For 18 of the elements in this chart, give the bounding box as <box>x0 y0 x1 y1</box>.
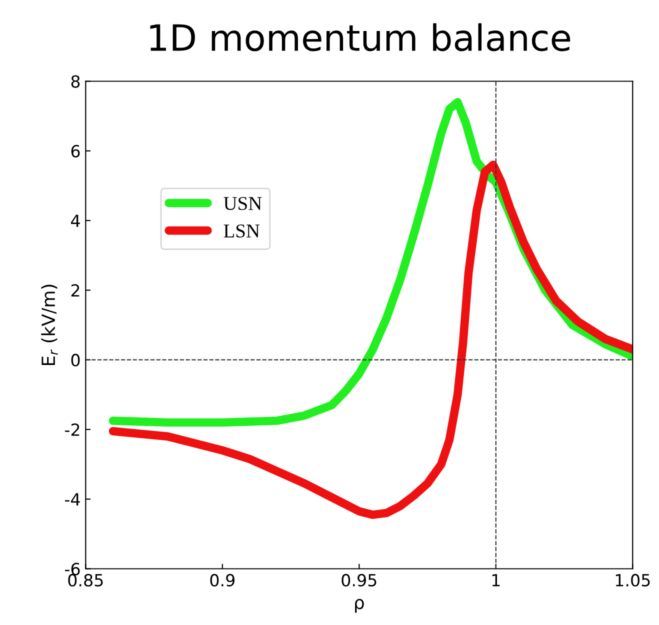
legend-label: LSN <box>224 224 260 238</box>
chart-title: 1D momentum balance <box>150 23 570 52</box>
y-tick-label: 0 <box>71 354 80 366</box>
x-tick-label: 1.05 <box>616 574 650 587</box>
y-tick-label: 2 <box>71 284 80 297</box>
x-tick-label: 1 <box>492 574 500 586</box>
y-tick-label: 6 <box>71 144 80 158</box>
y-axis-title: E$_{r}$ (kV/m) <box>41 284 58 366</box>
x-tick-label: 0.85 <box>68 574 103 587</box>
legend-label: USN <box>224 196 262 210</box>
y-tick-label: 8 <box>71 75 80 88</box>
x-axis-title: ρ <box>355 598 364 613</box>
y-tick-label: -4 <box>65 493 80 506</box>
x-tick-label: 0.9 <box>210 574 234 587</box>
y-tick-label: -2 <box>65 423 80 436</box>
y-tick-label: 4 <box>71 214 80 227</box>
x-tick-label: 0.95 <box>342 574 376 587</box>
y-tick-label: -6 <box>65 562 80 576</box>
